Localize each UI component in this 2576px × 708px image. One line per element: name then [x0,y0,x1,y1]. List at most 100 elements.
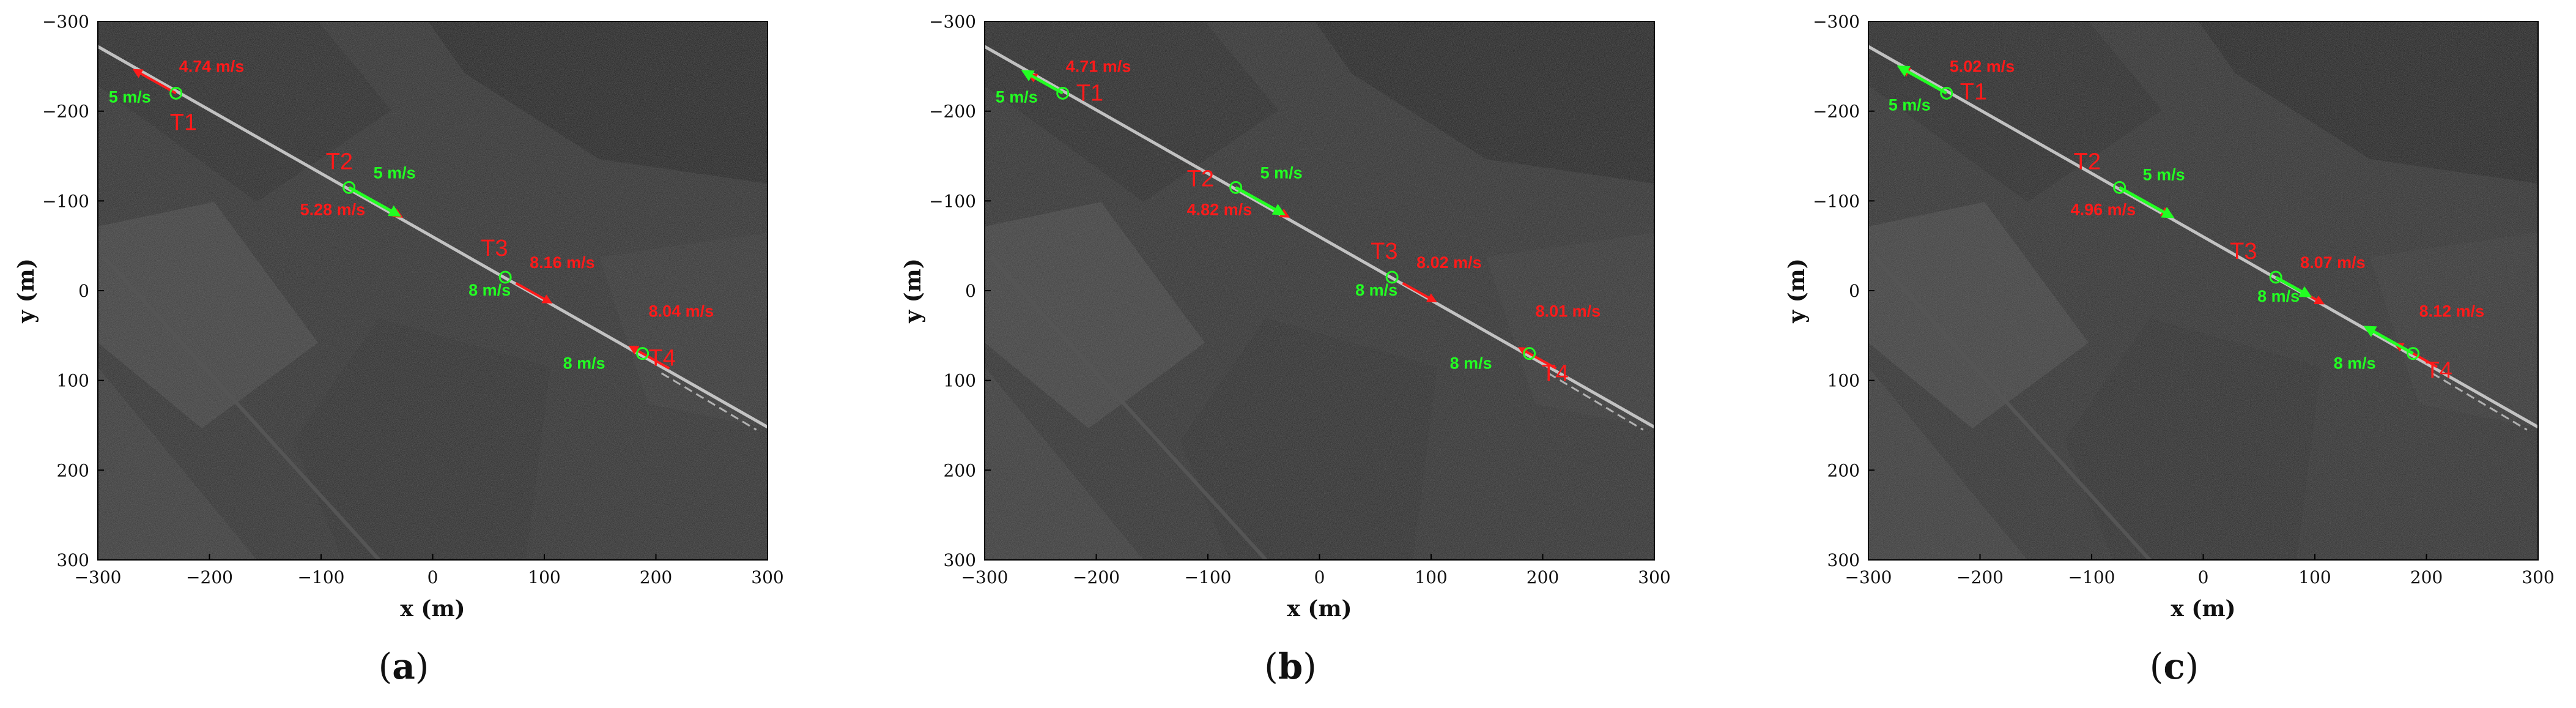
y-tick-label: 300 [1827,550,1860,570]
subfigure-label-a: (a) [378,646,429,687]
target-t3: T3 8.16 m/s 8 m/s [468,236,595,304]
target-marker [2269,270,2282,284]
y-tick-label: −100 [1813,191,1860,211]
target-label: T3 [1371,239,1397,264]
x-tick-label: 300 [1638,567,1670,587]
target-t1: T1 4.74 m/s 5 m/s [109,57,245,135]
target-marker [1385,270,1399,284]
panel-b: −300 −300 −200 −200 −100 −100 0 0 100 100 200 200 30… [887,0,1745,708]
true-velocity-arrow [2119,186,2175,218]
y-tick-label: −300 [929,12,976,32]
target-t2: T2 4.96 m/s 5 m/s [2071,149,2185,218]
target-t3: T3 8.07 m/s8 m/s [2230,239,2366,305]
true-speed-label: 8 m/s [2334,354,2376,373]
target-label: T2 [326,149,353,174]
y-tick-label: −100 [929,191,976,211]
x-tick-label: 0 [2198,567,2209,587]
target-marker [1056,86,1070,100]
x-axis-title: x (m) [1287,596,1352,622]
x-tick-label: −200 [1073,567,1120,587]
y-tick-label: 100 [944,371,976,391]
measured-speed-label: 8.04 m/s [649,302,714,321]
x-tick-label: −300 [75,567,122,587]
road [1868,45,2538,429]
y-tick-label: 0 [965,281,976,301]
y-axis-title: y (m) [1784,258,1810,324]
x-tick-label: 100 [1415,567,1447,587]
y-axis-title: y (m) [13,258,39,324]
x-tick-label: 0 [427,567,439,587]
target-marker [498,270,512,284]
true-velocity-arrow [1897,65,1947,95]
target-marker [2407,347,2420,360]
y-tick-label: −300 [42,12,89,32]
sar-image [985,21,1654,560]
measured-velocity-arrow [515,281,553,304]
measured-velocity-arrow [132,69,177,95]
y-tick-label: 100 [57,371,89,391]
target-t2: T2 5.28 m/s 5 m/s [300,149,416,218]
sar-plot-a: −300 −300 −200 −200 −100 −100 0 0 100 100 200 200 30… [13,12,784,622]
subfigure-label-c: (c) [2149,646,2199,687]
x-tick-label: −200 [1956,567,2004,587]
y-tick-label: −300 [1813,12,1860,32]
measured-velocity-arrow [1517,347,1557,370]
y-tick-label: −200 [1813,102,1860,122]
target-t2: T2 4.82 m/s 5 m/s [1187,163,1303,218]
x-tick-label: −300 [961,567,1009,587]
road [98,45,768,429]
target-marker [1523,347,1536,360]
x-tick-label: 200 [2410,567,2443,587]
y-tick-label: 200 [1827,460,1860,480]
target-label: T4 [1542,361,1569,387]
true-velocity-arrow [1021,70,1064,95]
x-tick-label: 100 [2298,567,2331,587]
x-tick-label: 200 [640,567,672,587]
measured-speed-label: 8.01 m/s [1536,302,1601,321]
target-label: T3 [2230,239,2257,264]
sar-image [98,21,768,560]
y-axis-title: y (m) [900,258,926,324]
x-tick-label: 200 [1527,567,1559,587]
y-tick-label: 0 [78,281,89,301]
target-t4: T4 8.12 m/s 8 m/s [2334,302,2485,384]
x-tick-label: −100 [2068,567,2115,587]
measured-velocity-arrow [1402,281,1437,303]
true-velocity-arrow [1235,186,1286,215]
y-tick-label: 300 [57,550,89,570]
subfigure-label-b: (b) [1264,646,1317,687]
measured-speed-label: 8.16 m/s [530,253,595,272]
y-tick-label: 300 [944,550,976,570]
measured-speed-label: 4.74 m/s [179,57,245,75]
x-tick-label: −200 [186,567,233,587]
true-speed-label: 5 m/s [2143,165,2185,184]
true-speed-label: 5 m/s [1260,163,1303,182]
x-tick-label: 100 [528,567,560,587]
measured-speed-label: 5.02 m/s [1950,57,2015,75]
true-velocity-arrow [2363,326,2414,355]
true-speed-label: 8 m/s [1355,281,1397,299]
sar-image [1868,21,2538,560]
road [985,45,1654,429]
x-tick-label: 300 [751,567,783,587]
true-speed-label: 8 m/s [563,354,605,373]
true-speed-label: 5 m/s [374,163,416,182]
target-t4: T4 8.01 m/s 8 m/s [1450,302,1601,387]
measured-speed-label: 4.82 m/s [1187,200,1253,218]
target-label: T1 [170,110,197,135]
y-tick-label: −200 [929,102,976,122]
y-tick-label: 100 [1827,371,1860,391]
measured-speed-label: 8.02 m/s [1416,253,1482,272]
panel-c: −300 −300 −200 −200 −100 −100 0 0 100 100 200 200 30… [1771,0,2576,708]
x-tick-label: −300 [1845,567,1892,587]
measured-speed-label: 4.71 m/s [1066,57,1131,75]
sar-plot-c: −300 −300 −200 −200 −100 −100 0 0 100 100 200 200 30… [1784,12,2555,622]
target-label: T3 [481,236,508,261]
x-axis-title: x (m) [400,596,465,622]
measured-speed-label: 4.96 m/s [2071,200,2136,218]
measured-speed-label: 5.28 m/s [300,200,366,218]
x-tick-label: −100 [1185,567,1232,587]
target-label: T4 [649,346,676,371]
target-marker [1940,86,1953,100]
true-speed-label: 5 m/s [1889,95,1931,114]
